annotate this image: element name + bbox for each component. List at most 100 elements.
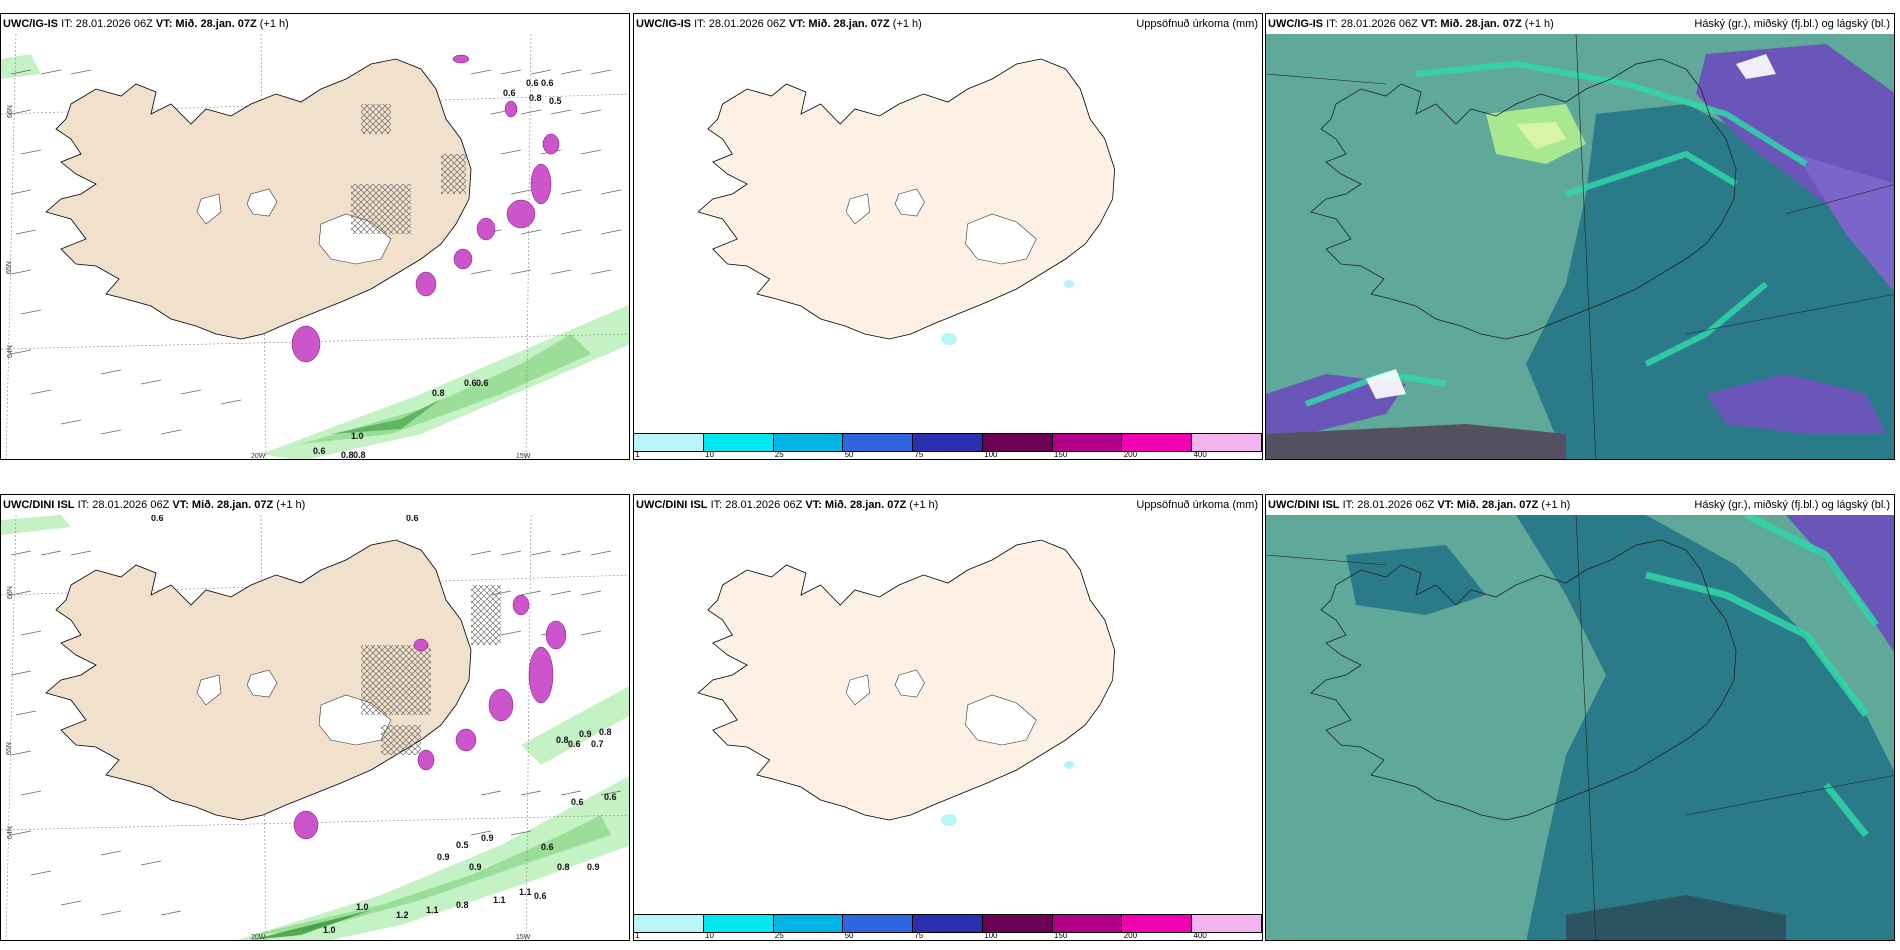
wind-precip-map: 66N 65N 64N 20W 15W 0.6 0.6 0.6 0.8 0.5 … [1, 34, 629, 460]
value-label: 0.8 [432, 388, 445, 398]
value-label: 0.6 [541, 78, 554, 88]
colorbar-swatch [634, 434, 704, 451]
colorbar-swatch [703, 915, 774, 932]
lon-label-20w: 20W [251, 453, 266, 460]
init-time: IT: 28.01.2026 06Z [694, 18, 786, 30]
lat-label-64n: 64N [7, 826, 14, 839]
lat-label-66n: 66N [7, 586, 14, 599]
lon-label-20w: 20W [251, 934, 266, 941]
wind-precip-map: 66N 65N 64N 20W 15W 0.6 0.6 0.8 0.9 0.7 … [1, 515, 629, 941]
value-label: 0.6 [541, 842, 554, 852]
colorbar-swatch [1122, 434, 1193, 451]
colorbar-swatch [982, 434, 1053, 451]
forecast-offset: (+1 h) [1541, 499, 1571, 511]
cloud-map [1266, 515, 1894, 940]
model-name: UWC/IG-IS [3, 18, 58, 30]
init-time: IT: 28.01.2026 06Z [61, 18, 153, 30]
colorbar-swatch [1192, 434, 1262, 451]
colorbar-swatch [1052, 434, 1123, 451]
value-label: 0.9 [579, 729, 592, 739]
valid-time: VT: Mið. 28.jan. 07Z [1437, 499, 1539, 511]
colorbar-tick-label: 1 [635, 931, 640, 940]
precip-colorbar: 1 10 25 50 75 100 150 200 400 [634, 914, 1262, 940]
value-label: 0.8 [556, 735, 569, 745]
lat-label-64n: 64N [7, 345, 14, 358]
colorbar-swatch [703, 434, 774, 451]
value-label: 1.1 [426, 905, 439, 915]
panel-header: UWC/DINI ISL IT: 28.01.2026 06Z VT: Mið.… [1, 495, 629, 515]
value-label: 1.2 [396, 910, 409, 920]
colorbar-swatch [1192, 915, 1262, 932]
colorbar-swatch [843, 915, 914, 932]
value-label: 0.6 [476, 378, 489, 388]
panel-header: UWC/DINI ISL IT: 28.01.2026 06Z VT: Mið.… [634, 495, 1262, 515]
colorbar-tick-label: 25 [774, 450, 784, 459]
value-label: 0.8 [529, 93, 542, 103]
value-label: 0.6 [313, 446, 326, 456]
colorbar-tick-label: 50 [844, 450, 854, 459]
valid-time: VT: Mið. 28.jan. 07Z [788, 18, 890, 30]
panel-header: UWC/IG-IS IT: 28.01.2026 06Z VT: Mið. 28… [1, 14, 629, 34]
value-label: 1.0 [356, 902, 369, 912]
colorbar-tick-label: 100 [984, 931, 998, 940]
map-panel-clouds-dini: UWC/DINI ISL IT: 28.01.2026 06Z VT: Mið.… [1265, 494, 1895, 941]
panel-title: Uppsöfnuð úrkoma (mm) [1136, 18, 1258, 30]
init-time: IT: 28.01.2026 06Z [77, 499, 170, 511]
value-label: 0.6 [503, 88, 516, 98]
value-label: 0.6 [406, 515, 419, 523]
map-panel-wind-dini: UWC/DINI ISL IT: 28.01.2026 06Z VT: Mið.… [0, 494, 630, 941]
valid-time: VT: Mið. 28.jan. 07Z [805, 499, 907, 511]
lon-label-15w: 15W [516, 453, 531, 460]
value-label: 0.6 [464, 378, 477, 388]
panel-header: UWC/IG-IS IT: 28.01.2026 06Z VT: Mið. 28… [634, 14, 1262, 34]
colorbar-swatch [913, 434, 983, 451]
valid-time: VT: Mið. 28.jan. 07Z [155, 18, 257, 30]
init-time: IT: 28.01.2026 06Z [1342, 499, 1435, 511]
value-label: 0.9 [587, 862, 600, 872]
colorbar-swatch [634, 915, 704, 932]
colorbar-tick-label: 150 [1053, 931, 1068, 940]
colorbar-swatch [1122, 915, 1193, 932]
colorbar-tick-label: 400 [1193, 450, 1207, 459]
lon-label-15w: 15W [516, 934, 531, 941]
colorbar-tick-label: 75 [914, 450, 924, 459]
model-name: UWC/DINI ISL [3, 499, 75, 511]
value-label: 0.9 [481, 833, 494, 843]
lat-label-65n: 65N [6, 742, 13, 755]
precip-labels: 0.6 0.6 0.6 0.8 0.5 0.6 0.8 0.6 1.0 0.6 … [313, 78, 562, 460]
value-label: 0.9 [437, 852, 450, 862]
colorbar-tick-label: 150 [1053, 450, 1068, 459]
value-label: 0.8 [353, 450, 366, 460]
value-label: 0.6 [151, 515, 164, 523]
value-label: 0.6 [534, 891, 547, 901]
valid-time: VT: Mið. 28.jan. 07Z [1420, 18, 1522, 30]
colorbar-swatch [982, 915, 1053, 932]
value-label: 0.9 [469, 862, 482, 872]
colorbar-swatch [843, 434, 914, 451]
colorbar-tick-label: 100 [984, 450, 998, 459]
forecast-offset: (+1 h) [909, 499, 939, 511]
colorbar-swatch [1052, 915, 1123, 932]
value-label: 0.6 [604, 792, 617, 802]
panel-title: Uppsöfnuð úrkoma (mm) [1136, 499, 1258, 511]
value-label: 0.6 [526, 78, 539, 88]
map-panel-precip-ig-is: UWC/IG-IS IT: 28.01.2026 06Z VT: Mið. 28… [633, 13, 1263, 460]
colorbar-tick-label: 50 [844, 931, 854, 940]
model-name: UWC/IG-IS [1268, 18, 1323, 30]
value-label: 1.0 [351, 431, 364, 441]
colorbar-tick-label: 10 [705, 931, 714, 940]
colorbar-tick-label: 25 [774, 931, 784, 940]
precip-map [634, 34, 1262, 435]
valid-time: VT: Mið. 28.jan. 07Z [172, 499, 274, 511]
model-name: UWC/DINI ISL [636, 499, 708, 511]
value-label: 1.0 [323, 925, 336, 935]
lat-label-66n: 66N [7, 105, 14, 118]
panel-header: UWC/IG-IS IT: 28.01.2026 06Z VT: Mið. 28… [1266, 14, 1894, 34]
init-time: IT: 28.01.2026 06Z [1326, 18, 1418, 30]
panel-title: Háský (gr.), miðský (fj.bl.) og lágský (… [1694, 18, 1890, 30]
colorbar-tick-label: 1 [635, 450, 640, 459]
model-name: UWC/DINI ISL [1268, 499, 1340, 511]
precip-map [634, 515, 1262, 916]
forecast-offset: (+1 h) [892, 18, 922, 30]
map-panel-clouds-ig-is: UWC/IG-IS IT: 28.01.2026 06Z VT: Mið. 28… [1265, 13, 1895, 460]
